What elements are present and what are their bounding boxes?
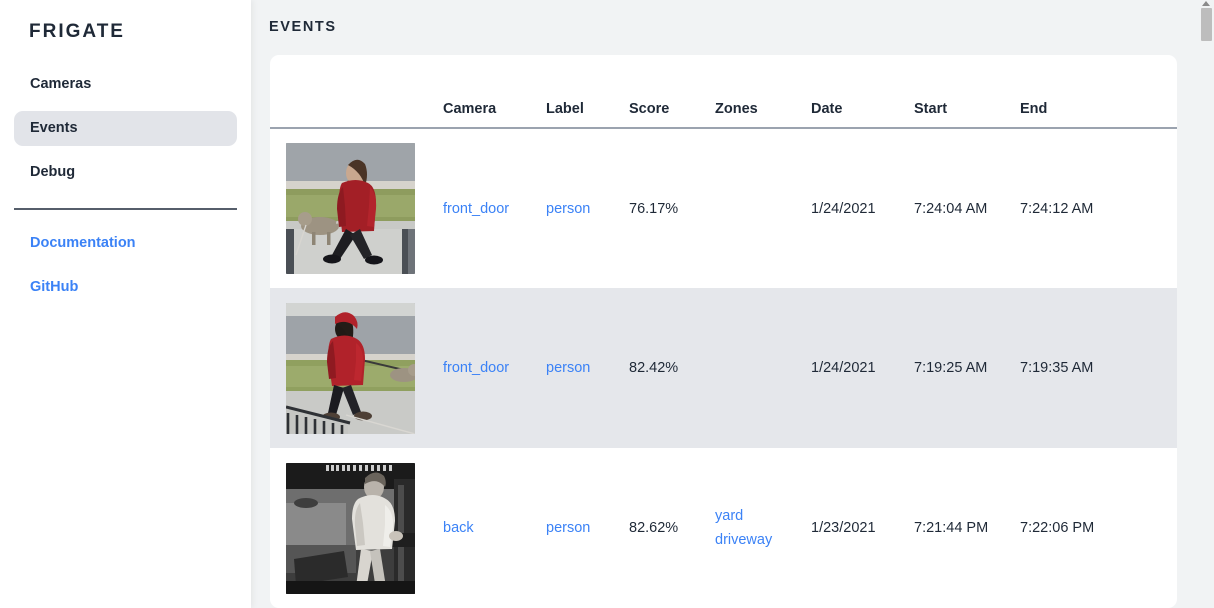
- table-row[interactable]: front_door person 76.17% 1/24/2021 7:24:…: [270, 128, 1177, 288]
- column-header-date[interactable]: Date: [811, 101, 843, 117]
- event-camera[interactable]: back: [443, 520, 474, 536]
- event-zones[interactable]: yard driveway: [715, 448, 811, 608]
- event-zone-item[interactable]: driveway: [715, 532, 773, 548]
- event-zones[interactable]: [715, 128, 811, 288]
- vertical-scrollbar[interactable]: [1199, 0, 1214, 608]
- event-start: 7:24:04 AM: [914, 200, 988, 217]
- column-header-label[interactable]: Label: [546, 101, 584, 117]
- events-table: Camera Label Score Zones Date Start End: [270, 55, 1177, 608]
- event-date: 1/23/2021: [811, 520, 876, 536]
- sidebar-divider: [14, 208, 237, 210]
- table-row[interactable]: back person 82.62% yard driveway 1/23/202…: [270, 448, 1177, 608]
- events-table-body: front_door person 76.17% 1/24/2021 7:24:…: [270, 128, 1177, 608]
- page-title: EVENTS: [269, 19, 337, 35]
- sidebar-link-documentation[interactable]: Documentation: [30, 235, 136, 251]
- event-thumbnail-cell: [270, 288, 443, 448]
- event-score: 82.62%: [629, 520, 679, 536]
- event-end: 7:19:35 AM: [1020, 360, 1094, 376]
- event-date: 1/24/2021: [811, 200, 876, 217]
- table-row[interactable]: front_door person 82.42% 1/24/2021 7:19:…: [270, 288, 1177, 448]
- event-start: 7:19:25 AM: [914, 360, 988, 376]
- column-header-zones[interactable]: Zones: [715, 101, 758, 117]
- sidebar-item-events[interactable]: Events: [14, 111, 237, 146]
- event-zones[interactable]: [715, 288, 811, 448]
- sidebar-nav: Cameras Events Debug: [0, 67, 251, 190]
- event-end: 7:24:12 AM: [1020, 200, 1094, 217]
- event-label[interactable]: person: [546, 200, 591, 217]
- vertical-scroll-thumb[interactable]: [1201, 8, 1212, 41]
- column-header-thumbnail: [270, 55, 443, 128]
- triangle-up-icon[interactable]: [1202, 1, 1210, 6]
- column-header-camera[interactable]: Camera: [443, 101, 497, 117]
- event-score: 82.42%: [629, 360, 679, 376]
- events-card: Camera Label Score Zones Date Start End: [270, 55, 1177, 608]
- column-header-end[interactable]: End: [1020, 101, 1048, 117]
- sidebar-link-github[interactable]: GitHub: [30, 279, 79, 295]
- sidebar-external-links: Documentation GitHub: [0, 226, 251, 305]
- event-date: 1/24/2021: [811, 360, 876, 376]
- event-end: 7:22:06 PM: [1020, 520, 1095, 536]
- event-thumbnail-cell: [270, 448, 443, 608]
- event-label[interactable]: person: [546, 520, 591, 536]
- event-thumbnail-image[interactable]: [286, 462, 415, 594]
- table-header-row: Camera Label Score Zones Date Start End: [270, 55, 1177, 128]
- event-thumbnail-image[interactable]: [286, 302, 415, 434]
- event-score: 76.17%: [629, 200, 679, 217]
- events-table-head: Camera Label Score Zones Date Start End: [270, 55, 1177, 128]
- event-label[interactable]: person: [546, 360, 591, 376]
- column-header-start[interactable]: Start: [914, 101, 948, 117]
- event-zone-item[interactable]: yard: [715, 508, 744, 524]
- event-thumbnail-cell: [270, 128, 443, 288]
- event-thumbnail-image[interactable]: [286, 143, 415, 274]
- sidebar: FRIGATE Cameras Events Debug Documentati…: [0, 0, 251, 608]
- event-camera[interactable]: front_door: [443, 360, 510, 376]
- app-brand-title: FRIGATE: [29, 21, 125, 42]
- column-header-score[interactable]: Score: [629, 101, 670, 117]
- event-camera[interactable]: front_door: [443, 200, 510, 217]
- event-start: 7:21:44 PM: [914, 520, 989, 536]
- sidebar-item-cameras[interactable]: Cameras: [30, 76, 92, 92]
- main-content: EVENTS Camera Label Score Zones Date Sta…: [251, 0, 1214, 608]
- sidebar-item-debug[interactable]: Debug: [30, 164, 76, 180]
